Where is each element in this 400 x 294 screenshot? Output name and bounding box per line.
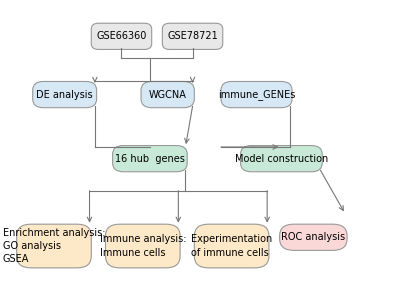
Text: Model construction: Model construction — [235, 154, 328, 164]
FancyBboxPatch shape — [162, 23, 223, 49]
Text: Immune analysis:
Immune cells: Immune analysis: Immune cells — [100, 234, 186, 258]
FancyBboxPatch shape — [240, 146, 322, 172]
FancyBboxPatch shape — [194, 224, 269, 268]
Text: GSE66360: GSE66360 — [96, 31, 147, 41]
Text: DE analysis: DE analysis — [36, 90, 93, 100]
FancyBboxPatch shape — [17, 224, 91, 268]
FancyBboxPatch shape — [280, 224, 347, 250]
Text: Enrichment analysis:
GO analysis
GSEA: Enrichment analysis: GO analysis GSEA — [3, 228, 105, 264]
FancyBboxPatch shape — [106, 224, 180, 268]
Text: GSE78721: GSE78721 — [167, 31, 218, 41]
Text: WGCNA: WGCNA — [149, 90, 187, 100]
Text: ROC analysis: ROC analysis — [281, 232, 346, 242]
FancyBboxPatch shape — [221, 81, 292, 108]
Text: immune_GENEs: immune_GENEs — [218, 89, 295, 100]
FancyBboxPatch shape — [141, 81, 194, 108]
FancyBboxPatch shape — [91, 23, 152, 49]
Text: Experimentation
of immune cells: Experimentation of immune cells — [191, 234, 272, 258]
FancyBboxPatch shape — [33, 81, 97, 108]
FancyBboxPatch shape — [113, 146, 187, 172]
Text: 16 hub  genes: 16 hub genes — [115, 154, 185, 164]
